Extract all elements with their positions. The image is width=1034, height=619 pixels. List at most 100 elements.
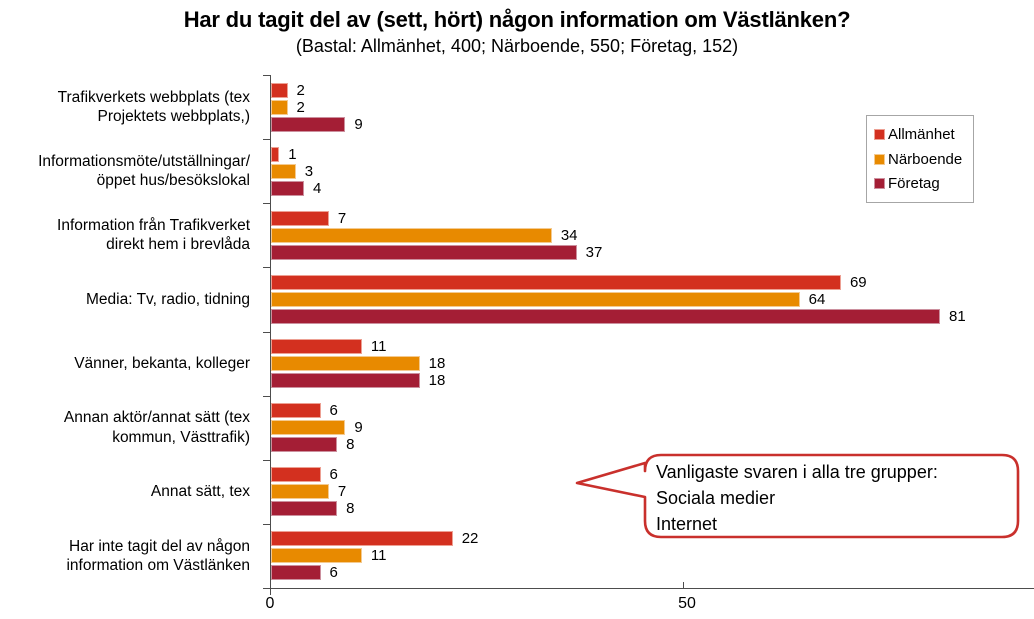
bar-företag [271,565,321,581]
bar-företag [271,308,941,324]
category-label: Media: Tv, radio, tidning [86,290,250,308]
bar-allmänhet [271,531,453,547]
y-axis-tick [263,267,271,269]
bar-value-label: 9 [354,115,363,133]
callout-line: Internet [656,514,718,534]
bar-närboende [271,484,329,500]
bar-row: 7 [271,210,1034,227]
plot-area: 2 2 9 1 3 4 7 34 37 69 64 81 11 18 18 6 9 8 6 7 8 22 11 6 [271,75,1034,588]
category-label: Annat sätt, tex [150,483,250,501]
bar-row: 4 [271,180,1034,197]
bar-row: 11 [271,338,1034,355]
bar-närboende [271,227,552,243]
bar-närboende [271,420,346,436]
callout-line: Vanligaste svaren i alla tre grupper: [656,462,938,482]
category-label: Har inte tagit del av någon information … [66,537,250,574]
legend-label: Närboende [888,150,963,168]
bar-row: 34 [271,227,1034,244]
bar-allmänhet [271,210,329,226]
callout-text: Vanligaste svaren i alla tre grupper: Soc… [656,459,1012,537]
bar-företag [271,244,577,260]
y-axis-line [270,75,271,595]
bar-närboende [271,291,800,307]
legend-item: Närboende [874,151,973,168]
bar-allmänhet [271,146,280,162]
bar-row: 18 [271,372,1034,389]
bar-value-label: 11 [370,547,387,565]
bar-value-label: 6 [329,466,338,484]
category-label: Information från Trafikverket direkt hem… [57,216,250,254]
legend-swatch [874,178,885,190]
bar-row: 9 [271,419,1034,436]
bar-allmänhet [271,339,362,355]
category-label: Trafikverkets webbplats (tex Projektets … [57,88,250,126]
bar-row: 22 [271,530,1034,547]
bar-row: 6 [271,402,1034,419]
bar-value-label: 22 [461,530,479,548]
bar-value-label: 18 [428,355,446,373]
legend-item: Allmänhet [874,126,973,143]
bar-group: 7 34 37 [271,203,1034,267]
callout-bubble [575,453,1020,539]
bar-row: 8 [271,500,1034,517]
y-axis-tick [263,523,271,525]
bar-value-label: 8 [346,436,355,454]
bar-value-label: 64 [808,290,826,308]
category-label: Vänner, bekanta, kolleger [74,354,250,372]
bar-företag [271,501,338,517]
y-axis-tick [263,75,271,76]
bar-row: 64 [271,291,1034,308]
bar-value-label: 37 [585,243,603,261]
bar-row: 81 [271,308,1034,325]
bar-value-label: 18 [428,372,446,390]
bar-row: 37 [271,244,1034,261]
category-label: Informationsmöte/utställningar/ öppet hu… [38,152,250,190]
bar-value-label: 7 [337,209,347,227]
x-axis-line [263,588,1034,589]
bar-närboende [271,356,420,372]
legend-swatch [874,128,885,140]
bar-företag [271,373,420,389]
bar-närboende [271,548,362,564]
y-axis-tick [263,331,271,333]
bar-value-label: 7 [337,483,347,501]
bar-företag [271,180,305,196]
callout-line: Sociala medier [656,488,776,508]
bar-närboende [271,163,296,179]
bar-value-label: 2 [296,98,305,116]
bar-row: 11 [271,547,1034,564]
bar-row: 8 [271,436,1034,453]
bar-allmänhet [271,274,841,290]
y-axis-tick [263,203,271,205]
y-axis-tick [263,139,271,141]
y-axis-tick [263,395,271,397]
legend-label: Företag [888,175,940,193]
bar-value-label: 8 [346,500,355,518]
callout-outline [575,453,1020,539]
category-axis: Trafikverkets webbplats (tex Projektets … [0,75,250,588]
bar-row: 7 [271,483,1034,500]
legend-item: Företag [874,175,973,192]
legend-swatch [874,153,885,165]
bar-allmänhet [271,82,288,98]
bar-value-label: 34 [560,226,578,244]
bar-row: 69 [271,274,1034,291]
bar-group: 11 18 18 [271,332,1034,396]
bar-row: 2 [271,82,1034,99]
bar-value-label: 3 [304,162,314,180]
bar-row: 2 [271,99,1034,116]
bar-row: 9 [271,116,1034,133]
x-tick-label: 0 [265,595,275,612]
legend-label: Allmänhet [888,125,955,143]
chart-title: Har du tagit del av (sett, hört) någon i… [183,7,851,32]
bar-group: 69 64 81 [271,267,1034,331]
bar-företag [271,437,338,453]
bar-allmänhet [271,403,321,419]
bar-value-label: 6 [329,402,338,420]
bar-row: 6 [271,564,1034,581]
